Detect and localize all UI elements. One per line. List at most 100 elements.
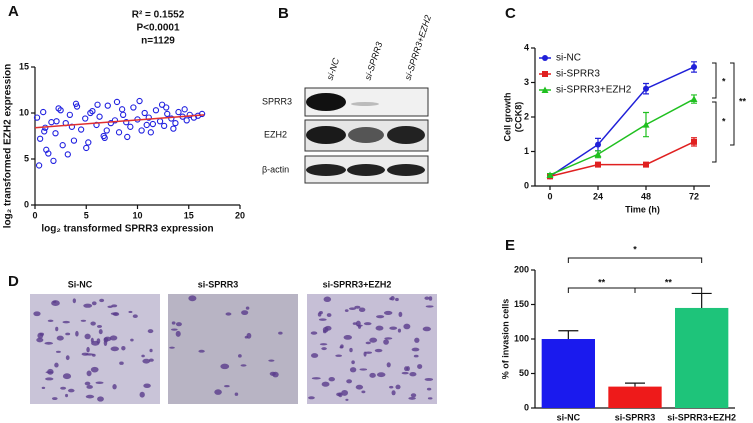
- point: [181, 106, 188, 113]
- x-axis-label: Time (h): [625, 204, 660, 214]
- point: [141, 109, 148, 117]
- y-tick-label: 1: [524, 146, 529, 156]
- y-axis-label: (CCK8): [513, 102, 523, 133]
- point: [168, 115, 175, 122]
- cell: [72, 298, 77, 304]
- cell: [121, 345, 126, 351]
- cell: [139, 391, 145, 398]
- cell: [109, 335, 118, 341]
- cell: [425, 305, 434, 308]
- cell: [351, 360, 355, 365]
- cell: [91, 301, 97, 306]
- cell: [169, 346, 175, 349]
- cell: [365, 341, 371, 345]
- cell: [324, 325, 332, 331]
- cell: [44, 341, 54, 345]
- series-line: [549, 98, 695, 176]
- cell: [62, 373, 72, 380]
- cell: [374, 348, 383, 353]
- point: [35, 162, 43, 169]
- cell: [45, 377, 54, 381]
- lane-label: si-NC: [325, 56, 342, 81]
- y-tick-label: 0: [524, 402, 529, 412]
- row-label: β-actin: [262, 164, 289, 174]
- x-axis-label: log₂ transformed SPRR3 expression: [41, 224, 213, 235]
- cell: [363, 322, 372, 326]
- point: [87, 109, 94, 117]
- y-axis-label: log₂ transformed EZH2 expression: [3, 64, 14, 228]
- cell: [406, 366, 410, 372]
- point: [595, 161, 601, 168]
- band: [347, 164, 385, 176]
- cell: [427, 397, 433, 400]
- point: [160, 122, 168, 130]
- legend-marker: [541, 86, 549, 93]
- point: [115, 129, 123, 136]
- y-tick-label: 5: [24, 153, 29, 163]
- cell: [240, 364, 247, 367]
- cell: [90, 321, 96, 326]
- cell: [83, 303, 93, 308]
- cell: [361, 390, 366, 394]
- cell: [56, 335, 64, 341]
- point: [183, 117, 190, 124]
- point: [124, 133, 131, 141]
- stat-label: n=1129: [141, 36, 175, 47]
- y-axis-label: Cell growth: [502, 93, 512, 142]
- cell: [403, 323, 411, 330]
- panel-label: B: [278, 5, 289, 22]
- bracket: [634, 287, 703, 293]
- cell: [246, 332, 252, 339]
- point: [147, 129, 154, 136]
- cell: [214, 389, 222, 395]
- point: [83, 144, 90, 152]
- cell: [65, 332, 71, 336]
- point: [104, 102, 111, 109]
- point: [120, 111, 127, 118]
- point: [77, 126, 85, 133]
- point: [123, 119, 130, 126]
- cell: [343, 335, 352, 340]
- cell: [224, 384, 230, 388]
- cell: [278, 331, 283, 335]
- y-tick-label: 3: [524, 77, 529, 87]
- micrograph: [168, 294, 298, 404]
- cell: [143, 383, 151, 389]
- point: [41, 128, 48, 135]
- cell: [171, 328, 178, 331]
- cell: [91, 340, 100, 346]
- bracket: [730, 62, 735, 146]
- point: [59, 142, 66, 149]
- band: [306, 93, 346, 111]
- cell: [422, 326, 431, 332]
- cell: [85, 353, 94, 356]
- x-tick-label: 24: [593, 191, 603, 201]
- x-tick-label: 0: [547, 191, 552, 201]
- point: [96, 113, 103, 120]
- cell: [317, 312, 322, 317]
- cell: [413, 354, 419, 358]
- cell: [149, 348, 153, 353]
- y-tick-label: 0: [524, 180, 529, 190]
- cell: [95, 381, 104, 385]
- cell: [308, 396, 315, 400]
- micrograph: [30, 294, 160, 404]
- cells: [33, 295, 434, 402]
- blot: si-NC si-SPRR3 si-SPRR3+EZH2 SPRR3 EZH2 …: [262, 14, 433, 184]
- band: [306, 164, 346, 176]
- series-line: [549, 141, 695, 178]
- point: [82, 115, 89, 122]
- point: [642, 121, 650, 128]
- error-bar: [558, 330, 579, 339]
- cell: [65, 393, 69, 398]
- cell: [175, 330, 181, 337]
- point: [152, 107, 160, 114]
- cell: [80, 319, 87, 322]
- bar: [608, 386, 662, 408]
- cell: [268, 359, 275, 362]
- cell: [346, 379, 352, 384]
- point: [85, 139, 92, 146]
- point: [64, 151, 71, 158]
- cell: [220, 363, 230, 370]
